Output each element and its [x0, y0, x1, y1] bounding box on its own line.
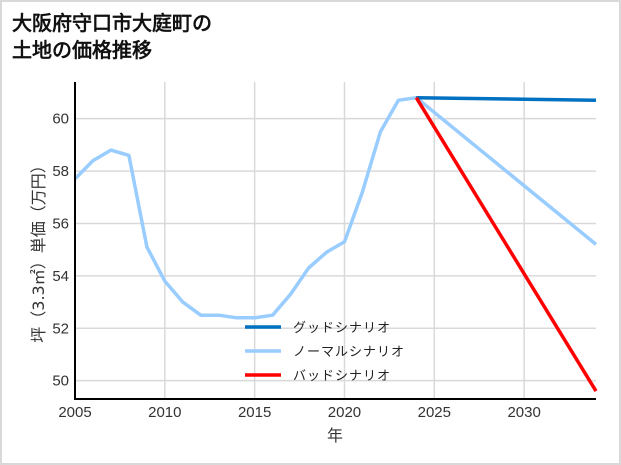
y-tick-label: 54 — [52, 268, 69, 285]
y-axis-label: 坪（3.3㎡）単価（万円） — [29, 157, 48, 342]
legend-label: バッドシナリオ — [293, 369, 391, 384]
legend-label: グッドシナリオ — [293, 321, 391, 336]
axes — [74, 82, 596, 400]
y-tick-label: 50 — [52, 373, 69, 390]
y-tick-label: 60 — [52, 111, 69, 128]
x-tick-label: 2020 — [328, 404, 361, 421]
chart-title: 大阪府守口市大庭町の 土地の価格推移 — [12, 10, 212, 64]
chart-title-line-1: 大阪府守口市大庭町の — [12, 11, 212, 35]
series-line-2 — [414, 96, 598, 393]
legend-label: ノーマルシナリオ — [293, 345, 405, 360]
x-tick-label: 2030 — [507, 404, 540, 421]
y-axis-ticks: 50 52 54 56 58 60 — [52, 111, 69, 390]
x-axis-ticks: 2005 2010 2015 2020 2025 2030 — [58, 404, 541, 421]
y-tick-label: 52 — [52, 320, 69, 337]
x-tick-label: 2005 — [58, 404, 91, 421]
data-series — [73, 95, 598, 393]
y-tick-label: 58 — [52, 163, 69, 180]
series-line-1 — [73, 95, 598, 320]
x-tick-label: 2010 — [148, 404, 181, 421]
x-axis-label: 年 — [327, 426, 343, 445]
x-tick-label: 2015 — [238, 404, 271, 421]
y-tick-label: 56 — [52, 215, 69, 232]
chart-title-line-2: 土地の価格推移 — [12, 38, 152, 62]
x-tick-label: 2025 — [418, 404, 451, 421]
series-line-0 — [416, 95, 597, 103]
